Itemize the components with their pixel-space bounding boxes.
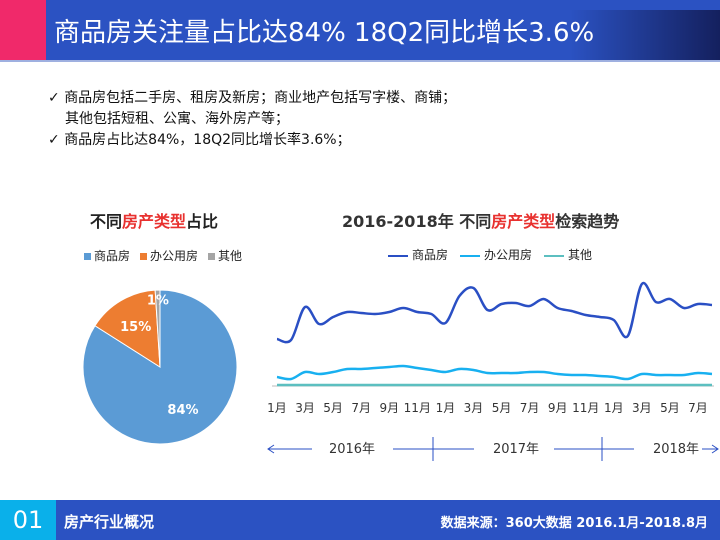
pie-slice: [82, 289, 238, 445]
x-tick-label: 9月: [548, 401, 568, 415]
bullet-list: ✓ 商品房包括二手房、租房及新房；商业地产包括写字楼、商铺； 其他包括短租、公寓…: [48, 88, 456, 151]
x-tick-label: 3月: [295, 401, 315, 415]
city-skyline-decoration: [570, 10, 720, 60]
check-icon: ✓: [48, 132, 60, 148]
legend-item: 商品房: [388, 246, 448, 263]
header-banner: 商品房关注量占比达84% 18Q2同比增长3.6%: [0, 0, 720, 62]
accent-block: [0, 0, 46, 60]
pie-slice: [154, 289, 161, 368]
series-line: [276, 364, 713, 381]
x-tick-label: 11月: [404, 401, 431, 415]
pie-data-label: 84%: [167, 403, 198, 418]
year-label: 2017年: [493, 442, 539, 457]
line-chart-title: 2016-2018年 不同房产类型检索趋势: [342, 212, 620, 231]
x-tick-label: 3月: [632, 401, 652, 415]
x-tick-label: 5月: [492, 401, 512, 415]
pie-legend: 商品房 办公用房 其他: [84, 247, 242, 264]
x-tick-label: 11月: [572, 401, 599, 415]
page-title: 商品房关注量占比达84% 18Q2同比增长3.6%: [54, 18, 595, 48]
pie-data-label: 15%: [120, 320, 151, 335]
x-tick-label: 5月: [660, 401, 680, 415]
bullet-item: ✓ 商品房占比达84%，18Q2同比增长率3.6%；: [48, 132, 351, 148]
pie-data-label: 1%: [147, 293, 169, 308]
legend-item: 办公用房: [140, 247, 198, 264]
arrow-right-icon: [711, 444, 719, 454]
x-tick-label: 7月: [520, 401, 540, 415]
x-tick-label: 1月: [604, 401, 624, 415]
bullet-item: ✓ 商品房包括二手房、租房及新房；商业地产包括写字楼、商铺；: [48, 90, 457, 106]
pie-chart-title: 不同房产类型占比: [90, 212, 219, 231]
x-tick-label: 7月: [351, 401, 371, 415]
section-title: 房产行业概况: [64, 513, 155, 531]
footer-bar: 01 房产行业概况 数据来源：360大数据 2016.1月-2018.8月: [0, 500, 720, 540]
legend-item: 办公用房: [460, 246, 532, 263]
check-icon: ✓: [48, 90, 60, 106]
year-label: 2016年: [329, 442, 375, 457]
legend-item: 其他: [208, 247, 242, 264]
x-tick-label: 1月: [267, 401, 287, 415]
pie-slice: [94, 289, 161, 368]
arrow-left-icon: [267, 444, 275, 454]
x-tick-label: 3月: [464, 401, 484, 415]
line-legend: 商品房 办公用房 其他: [388, 246, 592, 263]
bullet-item: 其他包括短租、公寓、海外房产等；: [65, 111, 289, 127]
legend-item: 其他: [544, 246, 592, 263]
x-tick-label: 7月: [688, 401, 708, 415]
x-tick-label: 1月: [436, 401, 456, 415]
data-source: 数据来源：360大数据 2016.1月-2018.8月: [440, 516, 708, 531]
series-line: [276, 281, 713, 344]
legend-item: 商品房: [84, 247, 130, 264]
year-label: 2018年: [653, 442, 699, 457]
x-tick-label: 9月: [379, 401, 399, 415]
section-number: 01: [0, 500, 56, 540]
x-tick-label: 5月: [323, 401, 343, 415]
